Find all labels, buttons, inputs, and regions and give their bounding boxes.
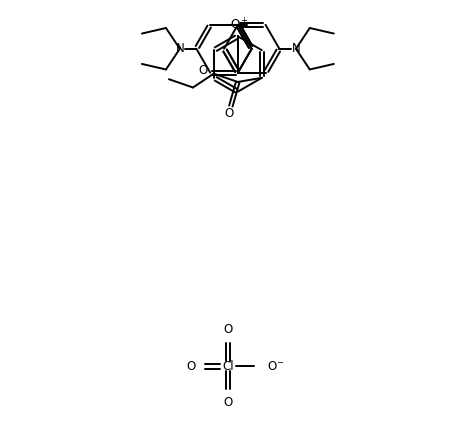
Text: O$^{-}$: O$^{-}$ — [266, 359, 283, 373]
Text: N: N — [175, 42, 184, 55]
Text: O: O — [198, 64, 207, 77]
Text: Cl: Cl — [222, 359, 233, 373]
Text: O$^+$: O$^+$ — [230, 17, 249, 33]
Text: O: O — [224, 107, 233, 121]
Text: N: N — [291, 42, 300, 55]
Text: O: O — [223, 323, 232, 336]
Text: O: O — [187, 359, 196, 373]
Text: O: O — [223, 396, 232, 409]
